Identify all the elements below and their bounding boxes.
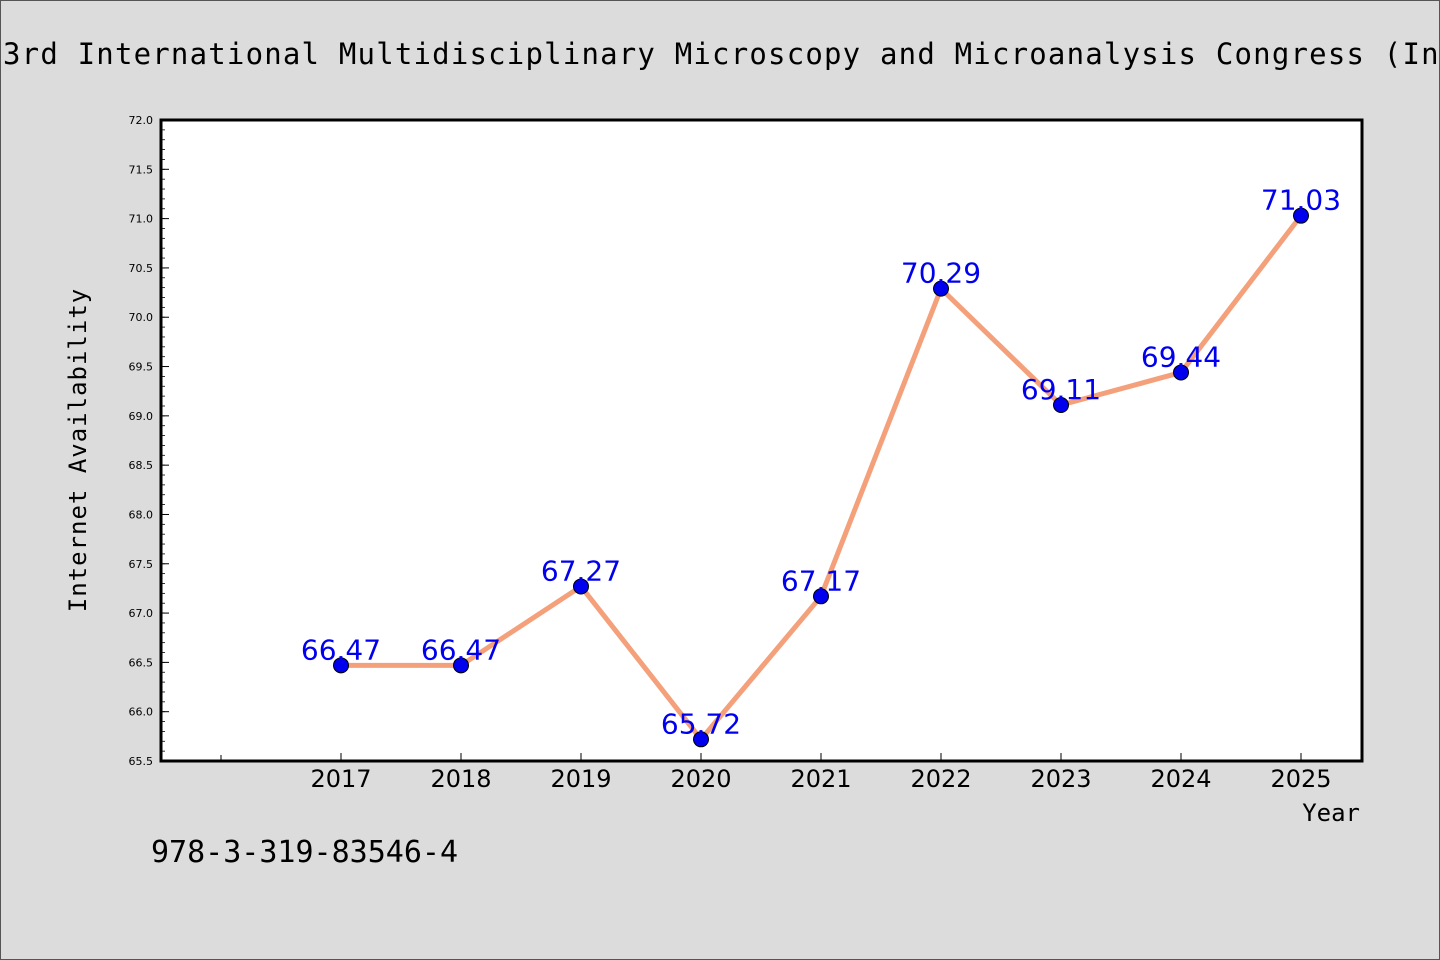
y-axis-label: Internet Availability <box>64 288 92 612</box>
data-label: 69.11 <box>1021 373 1101 406</box>
data-labels: 66.47 66.47 67.27 65.72 67.17 70.29 69.11 69.44… <box>301 184 1341 741</box>
x-tick-label: 2025 <box>1270 765 1331 793</box>
plot-area <box>159 118 1364 763</box>
data-label: 70.29 <box>901 257 981 290</box>
y-tick-label: 70.5 <box>129 262 154 275</box>
x-axis-label: Year <box>1302 799 1360 827</box>
data-point <box>573 578 589 595</box>
data-point <box>933 280 949 297</box>
y-tick-label: 71.0 <box>129 213 154 226</box>
y-tick-label: 72.0 <box>129 114 154 127</box>
data-point <box>693 731 709 748</box>
data-label: 71.03 <box>1261 184 1341 217</box>
x-tick-label: 2017 <box>310 765 371 793</box>
chart-title: 3rd International Multidisciplinary Micr… <box>3 37 1440 71</box>
x-tick-label: 2024 <box>1150 765 1211 793</box>
x-tick-label: 2021 <box>790 765 851 793</box>
data-label: 65.72 <box>661 707 741 740</box>
data-markers <box>333 207 1309 748</box>
x-tick-label: 2018 <box>430 765 491 793</box>
data-point <box>453 657 469 674</box>
y-tick-label: 66.5 <box>129 656 154 669</box>
data-label: 67.17 <box>781 564 861 597</box>
data-label: 67.27 <box>541 554 621 587</box>
y-tick-label: 67.5 <box>129 558 154 571</box>
x-tick-label: 2022 <box>910 765 971 793</box>
x-tick-label: 2020 <box>670 765 731 793</box>
x-tick-label: 2019 <box>550 765 611 793</box>
data-point <box>1173 364 1189 381</box>
data-point <box>1053 396 1069 413</box>
data-label: 69.44 <box>1141 340 1221 373</box>
y-tick-label: 71.5 <box>129 163 154 176</box>
y-tick-label: 66.0 <box>129 706 154 719</box>
y-axis: 65.5 66.0 66.5 67.0 67.5 68.0 68.5 69.0 69.5 70.0… <box>129 114 169 768</box>
y-tick-label: 69.5 <box>129 361 154 374</box>
x-axis: 2017 2018 2019 2020 2021 2022 2023 2024 2025 <box>220 753 1332 793</box>
x-tick-label: 2023 <box>1030 765 1091 793</box>
data-label: 66.47 <box>301 633 381 666</box>
isbn-text: 978-3-319-83546-4 <box>151 835 459 870</box>
y-tick-label: 65.5 <box>129 755 154 768</box>
y-tick-label: 68.0 <box>129 508 154 521</box>
data-point <box>813 588 829 605</box>
data-point <box>333 657 349 674</box>
y-tick-label: 67.0 <box>129 607 154 620</box>
y-tick-label: 69.0 <box>129 410 154 423</box>
data-point <box>1293 207 1309 224</box>
y-tick-label: 70.0 <box>129 311 154 324</box>
y-tick-label: 68.5 <box>129 459 154 472</box>
data-label: 66.47 <box>421 633 501 666</box>
